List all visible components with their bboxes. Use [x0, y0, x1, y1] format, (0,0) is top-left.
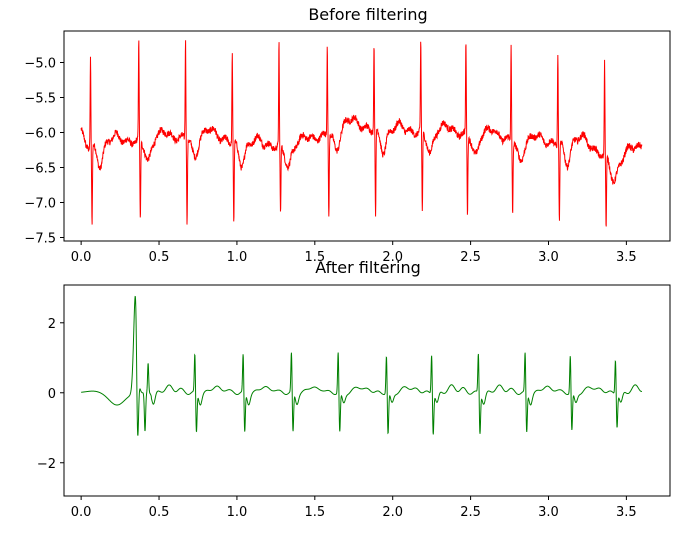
x-tick-label: 3.5 — [616, 250, 637, 265]
x-tick-label: 1.0 — [227, 505, 248, 520]
x-ticks-after: 0.0 0.5 1.0 1.5 2.0 2.5 3.0 3.5 — [71, 496, 637, 520]
chart-title-before: Before filtering — [308, 5, 427, 24]
series-line-raw — [80, 40, 643, 227]
x-tick-label: 2.5 — [460, 505, 481, 520]
x-tick-label: 0.5 — [149, 250, 170, 265]
y-tick-label: −6.0 — [24, 127, 56, 142]
y-tick-label: −7.5 — [24, 232, 56, 247]
x-tick-label: 2.0 — [382, 505, 403, 520]
y-ticks-after: 2 0 −2 — [37, 317, 64, 472]
y-tick-label: −5.0 — [24, 57, 56, 72]
x-tick-label: 0.5 — [149, 505, 170, 520]
x-tick-label: 0.0 — [71, 250, 92, 265]
x-tick-label: 3.0 — [538, 250, 559, 265]
x-tick-label: 1.5 — [304, 505, 325, 520]
x-tick-label: 2.5 — [460, 250, 481, 265]
series-after — [81, 295, 643, 436]
y-tick-label: −6.5 — [24, 162, 56, 177]
chart-before: Before filtering 0.0 0.5 1.0 1.5 2.0 2.5 3.0 3.… — [24, 5, 671, 265]
plot-area-after — [64, 285, 670, 496]
x-tick-label: 3.5 — [616, 505, 637, 520]
x-tick-label: 0.0 — [71, 505, 92, 520]
y-tick-label: −7.0 — [24, 197, 56, 212]
series-line-filtered — [81, 295, 643, 436]
y-tick-label: −2 — [37, 457, 56, 472]
y-ticks-before: −5.0 −5.5 −6.0 −6.5 −7.0 −7.5 — [24, 57, 64, 247]
series-before — [80, 40, 643, 227]
y-tick-label: 0 — [48, 387, 56, 402]
x-ticks-before: 0.0 0.5 1.0 1.5 2.0 2.5 3.0 3.5 — [71, 241, 637, 265]
x-tick-label: 2.0 — [382, 250, 403, 265]
chart-after: 0.0 0.5 1.0 1.5 2.0 2.5 3.0 3.5 2 0 −2 After filt… — [37, 258, 671, 520]
y-tick-label: 2 — [48, 317, 56, 332]
x-tick-label: 1.5 — [304, 250, 325, 265]
x-tick-label: 1.0 — [227, 250, 248, 265]
y-tick-label: −5.5 — [24, 92, 56, 107]
chart-title-after: After filtering — [315, 258, 420, 277]
plot-area-before — [64, 31, 670, 241]
axes-frame-after — [63, 284, 671, 497]
x-tick-label: 3.0 — [538, 505, 559, 520]
axes-frame-before — [63, 30, 671, 242]
